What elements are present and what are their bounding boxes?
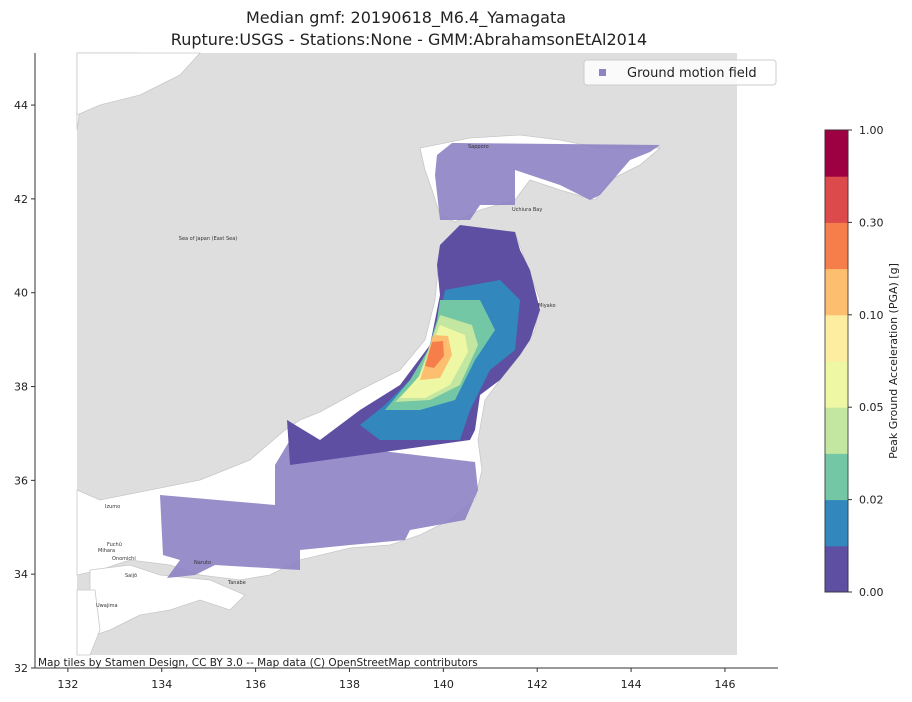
y-tick-label: 34 [14,568,28,581]
colorbar-bin [824,175,849,223]
y-tick-label: 36 [14,474,28,487]
y-tick-label: 40 [14,287,28,300]
place-label: Izumo [105,504,120,510]
colorbar-bin [824,452,849,501]
x-tick-label: 132 [57,678,78,691]
x-tick-label: 142 [527,678,548,691]
place-label: Onomichi [112,556,136,562]
place-label: Tanabe [227,580,246,586]
colorbar-bin [824,129,849,177]
legend-box [583,59,777,86]
colorbar-tick-label: 0.02 [859,494,884,507]
attribution: Map tiles by Stamen Design, CC BY 3.0 --… [38,657,478,669]
colorbar-tick-label: 0.05 [859,401,884,414]
place-label: Miyako [538,303,556,309]
x-tick-label: 146 [714,678,735,691]
x-tick-label: 138 [339,678,360,691]
x-tick-label: 134 [151,678,172,691]
colorbar-bin [824,221,849,270]
colorbar-bin [824,314,849,362]
colorbar-tick-label: 0.10 [859,309,884,322]
colorbar: 0.00 0.02 0.05 0.10 0.30 1.00 [824,124,884,599]
place-label: Sapporo [468,144,489,150]
colorbar-tick-label: 1.00 [859,124,884,137]
place-label: Uchiura Bay [512,207,542,213]
field-level [425,341,444,368]
colorbar-bin [824,268,849,316]
y-tick-label: 38 [14,381,28,394]
colorbar-tick-label: 0.30 [859,216,884,229]
legend-label: Ground motion field [627,66,757,81]
y-tick-label: 42 [14,193,28,206]
ground-motion-field [160,143,660,578]
legend-marker [599,69,606,76]
x-tick-label: 136 [245,678,266,691]
colorbar-tick-label: 0.00 [859,586,884,599]
place-labels: Miyako Izumo Fuchū Mihara Onomichi Saijō… [96,144,556,609]
place-label: Saijō [125,573,137,579]
x-tick-label: 144 [621,678,642,691]
y-tick-label: 44 [14,99,28,112]
colorbar-bin [824,360,849,408]
place-label: Naruto [194,560,211,566]
chart-subtitle: Rupture:USGS - Stations:None - GMM:Abrah… [171,30,647,49]
x-tick-label: 140 [433,678,454,691]
place-label: Mihara [98,548,115,554]
chart-title: Median gmf: 20190618_M6.4_Yamagata [246,8,566,28]
colorbar-bin [824,499,849,547]
place-label: Uwajima [96,603,118,609]
colorbar-bin [824,545,849,593]
field-southwest [160,440,478,578]
place-label: Fuchū [107,542,122,548]
legend: Ground motion field [583,59,777,86]
colorbar-frame [824,129,849,593]
place-label: Sea of Japan (East Sea) [179,236,237,242]
y-tick-label: 32 [14,662,28,675]
colorbar-label: Peak Ground Acceleration (PGA) [g] [887,263,900,459]
colorbar-bin [824,406,849,454]
field-hokkaido [435,143,660,220]
